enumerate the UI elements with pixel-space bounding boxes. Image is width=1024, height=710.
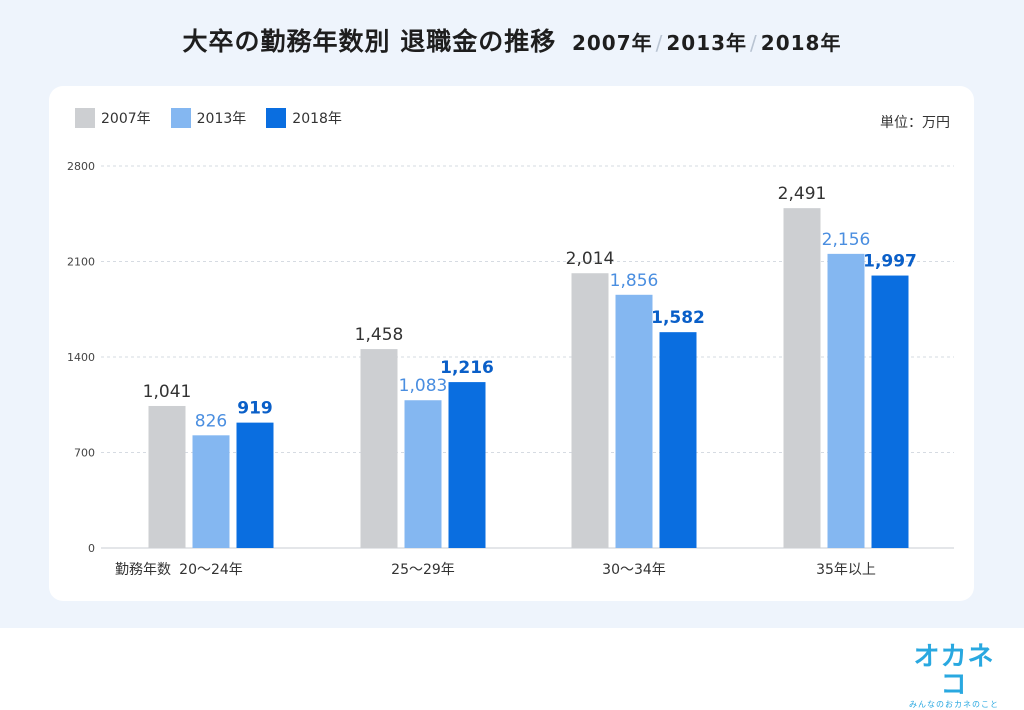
legend-label-2018: 2018年	[292, 111, 342, 127]
x-tick-label: 30〜34年	[602, 562, 666, 578]
bar	[827, 253, 865, 549]
bar	[659, 332, 697, 548]
legend-label-2013: 2013年	[196, 111, 247, 127]
data-label: 2,491	[778, 184, 827, 204]
title-main: 大卒の勤務年数別 退職金の推移	[182, 27, 557, 56]
data-label: 1,856	[610, 271, 659, 291]
bar	[571, 273, 609, 548]
bar	[148, 405, 186, 548]
bar	[192, 435, 230, 548]
legend-swatch-2018	[266, 108, 287, 128]
x-tick-label: 35年以上	[816, 562, 876, 578]
unit-label: 単位：万円	[880, 115, 950, 131]
legend-swatch-2007	[75, 108, 95, 128]
legend-label-2007: 2007年	[101, 111, 151, 127]
legend-item-2013: 2013年	[170, 108, 247, 128]
title-separator: /	[655, 31, 664, 55]
logo-tagline: みんなのおカネのこと	[909, 700, 999, 709]
y-tick-label: 2800	[67, 160, 95, 173]
y-tick-label: 2100	[67, 256, 95, 269]
logo: オカネコ みんなのおカネのこと	[904, 643, 1004, 710]
chart-card: 2007年 2013年 2018年 単位：万円 0 700 1400 2100 2800…	[49, 86, 974, 601]
x-tick-label: 25〜29年	[391, 562, 455, 578]
data-label: 919	[237, 399, 273, 419]
data-label: 1,582	[651, 308, 705, 328]
data-label: 826	[195, 411, 227, 431]
title-year-2013: 2013年	[666, 31, 748, 55]
y-tick-label: 700	[74, 447, 95, 460]
bar	[236, 422, 274, 548]
data-label: 1,216	[440, 358, 494, 378]
x-tick-label: 20〜24年	[179, 562, 243, 578]
data-label: 1,083	[399, 376, 448, 396]
legend-item-2007: 2007年	[75, 108, 151, 128]
legend-item-2018: 2018年	[266, 108, 342, 128]
y-tick-label: 0	[88, 542, 95, 555]
bar	[448, 382, 486, 548]
x-axis-caption: 勤務年数	[115, 562, 171, 578]
data-label: 2,014	[566, 249, 615, 269]
bar	[404, 400, 442, 548]
logo-mark: オカネコ	[913, 642, 995, 700]
legend: 2007年 2013年 2018年	[75, 108, 342, 128]
bar	[360, 349, 398, 548]
legend-swatch-2013	[170, 108, 191, 128]
title-year-2007: 2007年	[571, 31, 653, 55]
data-label: 1,041	[143, 382, 192, 402]
bar	[783, 208, 821, 548]
bar	[615, 294, 653, 548]
data-label: 2,156	[822, 230, 871, 250]
data-label: 1,997	[863, 252, 917, 272]
title-year-2018: 2018年	[760, 31, 842, 55]
bar	[871, 275, 909, 548]
chart-title: 大卒の勤務年数別 退職金の推移 2007年/2013年/2018年	[0, 22, 1024, 58]
data-label: 1,458	[355, 325, 404, 345]
title-years: 2007年/2013年/2018年	[572, 31, 842, 55]
y-tick-label: 1400	[67, 351, 95, 364]
title-separator: /	[750, 31, 758, 55]
